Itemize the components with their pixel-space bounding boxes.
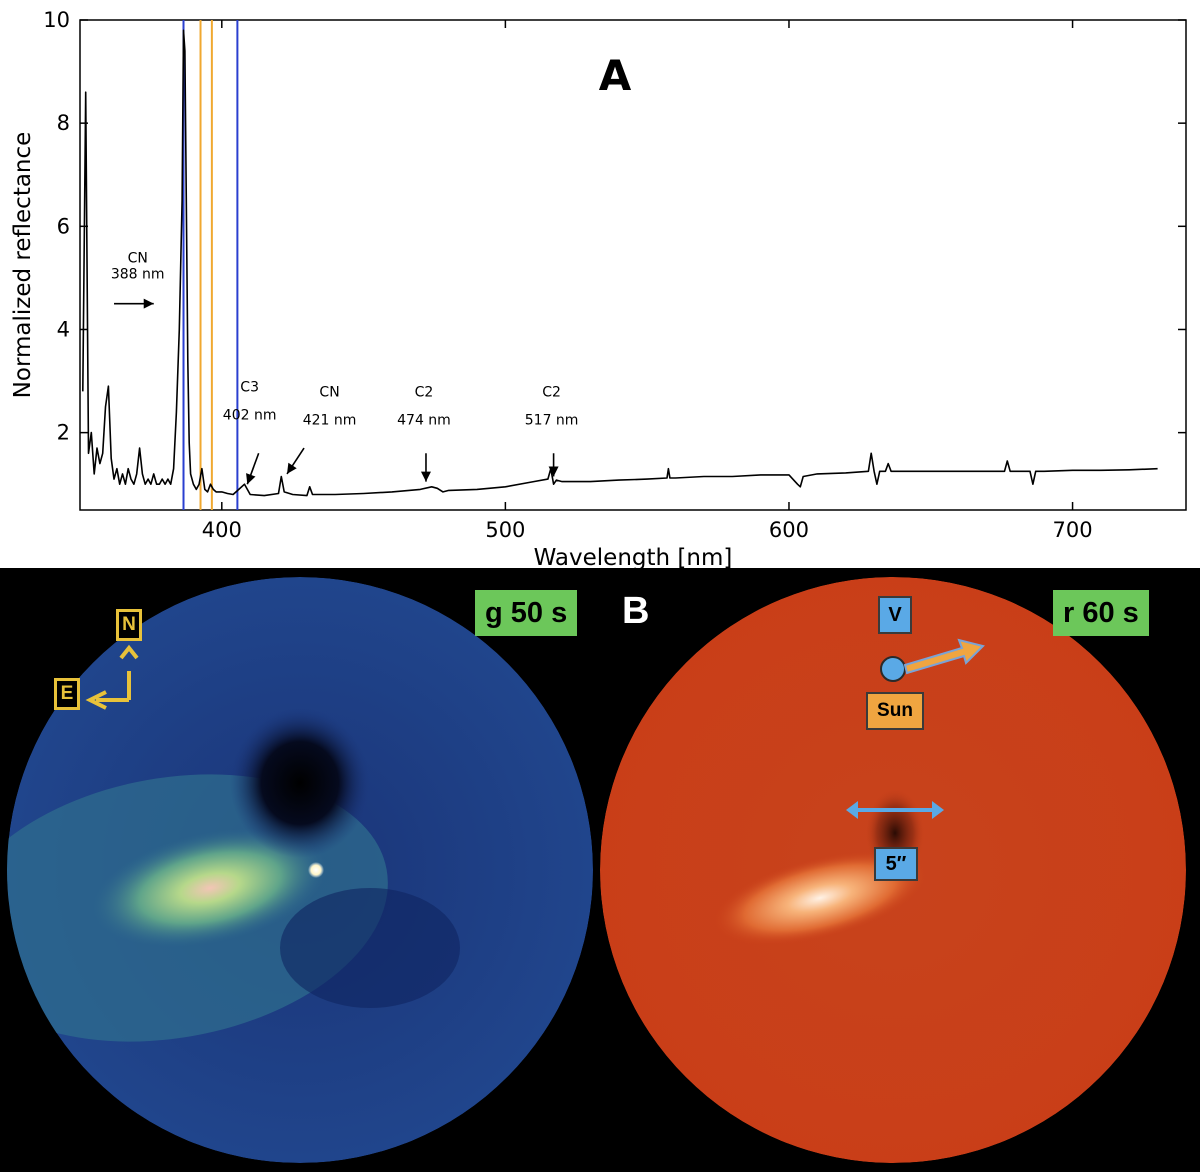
spectrum-line-0 bbox=[82, 29, 1158, 497]
sun-direction-arrow-icon bbox=[903, 638, 985, 675]
comet-images bbox=[7, 577, 1186, 1163]
x-tick-label-600: 600 bbox=[769, 518, 809, 542]
spectrum-chart: 400 500 600 700 2 4 6 8 10 Wavelength [nm] Normali… bbox=[10, 8, 1187, 571]
annotation-arrowhead-3 bbox=[420, 471, 431, 482]
y-tick-label-10: 10 bbox=[43, 8, 70, 32]
sun-label: Sun bbox=[866, 692, 924, 730]
y-tick-label-2: 2 bbox=[57, 421, 70, 445]
x-tick-label-500: 500 bbox=[485, 518, 525, 542]
annotation-label-4: C2 bbox=[542, 385, 561, 401]
east-label: E bbox=[54, 678, 80, 710]
plot-frame bbox=[79, 19, 1187, 511]
east-arrow-icon bbox=[85, 690, 129, 710]
annotation-label-2: CN bbox=[319, 385, 339, 401]
y-tick-label-6: 6 bbox=[57, 214, 70, 238]
annotation-arrowhead-2 bbox=[287, 462, 297, 474]
annotation-label-0: CN bbox=[128, 250, 148, 266]
annotation-arrowhead-4 bbox=[548, 466, 559, 477]
y-tick-label-8: 8 bbox=[57, 111, 70, 135]
g-band-image bbox=[7, 577, 593, 1163]
velocity-marker-icon bbox=[880, 656, 906, 682]
annotation-sublabel-4: 517 nm bbox=[525, 413, 579, 429]
y-axis-label: Normalized reflectance bbox=[10, 132, 36, 399]
annotation-label-3: C2 bbox=[415, 385, 434, 401]
annotation-sublabel-3: 474 nm bbox=[397, 413, 451, 429]
spectrum-panel: 400 500 600 700 2 4 6 8 10 Wavelength [nm] Normali… bbox=[0, 0, 1200, 571]
comet-images-panel: g 50 s r 60 s B N E V Sun 5″ bbox=[0, 568, 1200, 1167]
panel-b-label: B bbox=[622, 590, 650, 632]
annotation-label-1: C3 bbox=[240, 379, 259, 395]
annotation-sublabel-0: 388 nm bbox=[111, 266, 165, 282]
x-tick-label-700: 700 bbox=[1053, 518, 1093, 542]
annotation-sublabel-2: 421 nm bbox=[303, 413, 357, 429]
scale-label: 5″ bbox=[874, 847, 918, 881]
north-arrow-icon bbox=[119, 644, 139, 700]
x-axis-label: Wavelength [nm] bbox=[534, 545, 733, 568]
north-label: N bbox=[116, 609, 142, 641]
y-tick-label-4: 4 bbox=[57, 317, 70, 341]
r-exposure-badge: r 60 s bbox=[1053, 590, 1149, 636]
panel-a-label: A bbox=[599, 51, 632, 100]
velocity-label: V bbox=[878, 596, 912, 634]
x-tick-label-400: 400 bbox=[202, 518, 242, 542]
annotation-sublabel-1: 402 nm bbox=[223, 407, 277, 423]
annotation-arrowhead-1 bbox=[246, 473, 256, 485]
g-exposure-badge: g 50 s bbox=[475, 590, 578, 636]
scale-bar-icon bbox=[846, 801, 944, 819]
annotation-arrowhead-0 bbox=[143, 298, 154, 309]
